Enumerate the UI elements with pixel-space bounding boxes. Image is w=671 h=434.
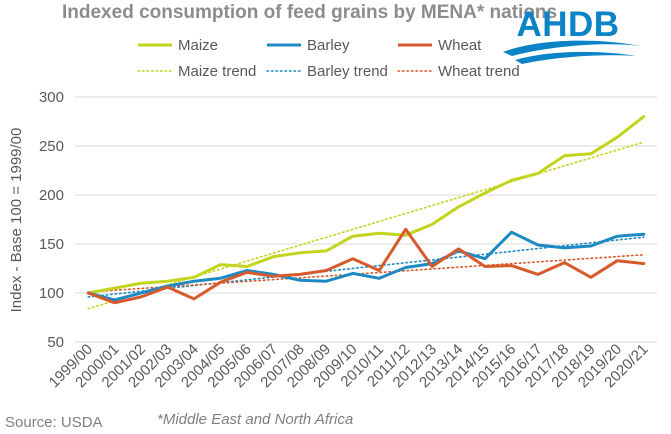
- logo-text: AHDB: [516, 5, 619, 44]
- wheat-series-line: [86, 227, 646, 305]
- y-tick-label: 100: [39, 285, 64, 302]
- y-tick-label: 250: [39, 138, 64, 155]
- x-axis-ticks: 1999/002000/012001/022002/032003/042004/…: [46, 341, 652, 391]
- y-tick-label: 200: [39, 187, 64, 204]
- y-axis-label: Index - Base 100 = 1999/00: [8, 128, 25, 313]
- legend-label-barley-trend: Barley trend: [307, 63, 388, 80]
- y-tick-label: 50: [47, 334, 64, 351]
- legend-label-maize: Maize: [178, 37, 218, 54]
- barley-series-line: [86, 230, 646, 302]
- y-tick-label: 150: [39, 236, 64, 253]
- logo-swoosh-2: [515, 51, 636, 64]
- chart-title: Indexed consumption of feed grains by ME…: [62, 2, 557, 23]
- ahdb-logo: AHDB: [503, 5, 640, 64]
- legend-label-barley: Barley: [307, 37, 350, 54]
- gridlines: [75, 96, 657, 343]
- legend-label-wheat-trend: Wheat trend: [438, 63, 520, 80]
- y-tick-label: 300: [39, 89, 64, 106]
- legend-label-maize-trend: Maize trend: [178, 63, 256, 80]
- maize-series-line: [86, 115, 646, 295]
- series-lines: [86, 115, 646, 305]
- logo-swoosh-1: [503, 40, 640, 56]
- legend-label-wheat: Wheat: [438, 37, 482, 54]
- maize-trend-line: [87, 141, 645, 310]
- footnote: *Middle East and North Africa: [157, 411, 353, 428]
- trend-lines: [87, 141, 645, 310]
- source-note: Source: USDA: [5, 414, 103, 431]
- wheat-trend-line: [87, 253, 645, 293]
- y-axis-ticks: 50 100 150 200 250 300: [39, 89, 64, 351]
- legend: Maize Barley Wheat Maize trend Barley trend W…: [137, 37, 520, 80]
